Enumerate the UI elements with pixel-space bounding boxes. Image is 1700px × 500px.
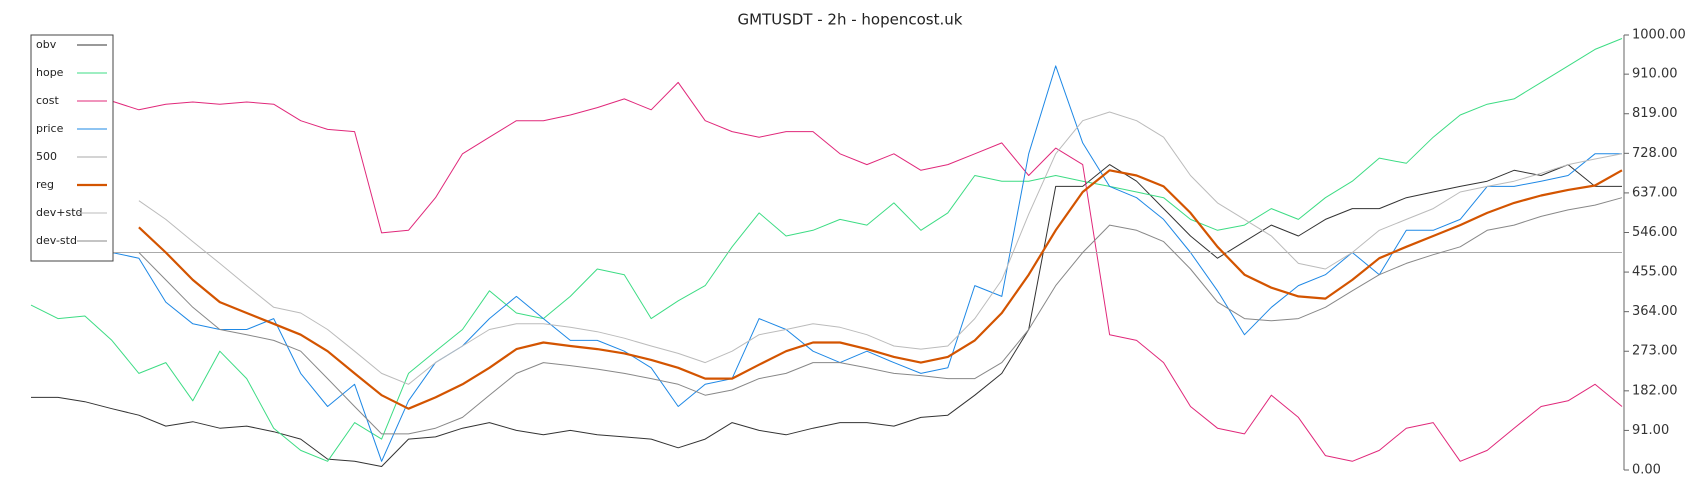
series-line <box>138 169 1623 410</box>
chart-title: GMTUSDT - 2h - hopencost.uk <box>738 11 963 29</box>
legend-label: dev-std <box>36 234 77 247</box>
y-tick-label: 273.00 <box>1632 344 1678 359</box>
y-tick-label: 910.00 <box>1632 67 1678 82</box>
legend-label: obv <box>36 38 57 51</box>
series-line <box>31 164 1622 467</box>
y-tick-label: 364.00 <box>1632 304 1678 319</box>
legend-label: 500 <box>36 150 57 163</box>
series-line <box>30 81 1623 462</box>
legend-label: dev+std <box>36 206 83 219</box>
y-tick-label: 728.00 <box>1632 146 1678 161</box>
y-tick-label: 455.00 <box>1632 265 1678 280</box>
series-line <box>111 65 1622 462</box>
y-tick-label: 546.00 <box>1632 225 1678 240</box>
y-axis: 0.00 91.00 182.00 273.00 364.00 455.00 546.00 6… <box>1623 28 1686 478</box>
legend-label: hope <box>36 66 64 79</box>
y-tick-label: 0.00 <box>1632 463 1661 478</box>
series-line <box>138 197 1623 435</box>
series-line <box>30 38 1623 462</box>
legend-label: price <box>36 122 64 135</box>
y-tick-label: 819.00 <box>1632 106 1678 121</box>
series-line <box>138 111 1623 385</box>
y-tick-label: 91.00 <box>1632 423 1669 438</box>
legend-label: reg <box>36 178 54 191</box>
y-tick-label: 182.00 <box>1632 383 1678 398</box>
y-tick-label: 637.00 <box>1632 185 1678 200</box>
legend: obv hope cost price 500 reg dev+std dev-std <box>30 34 114 262</box>
y-tick-label: 1000.00 <box>1632 28 1686 43</box>
plot-area <box>30 38 1623 467</box>
legend-label: cost <box>36 94 60 107</box>
